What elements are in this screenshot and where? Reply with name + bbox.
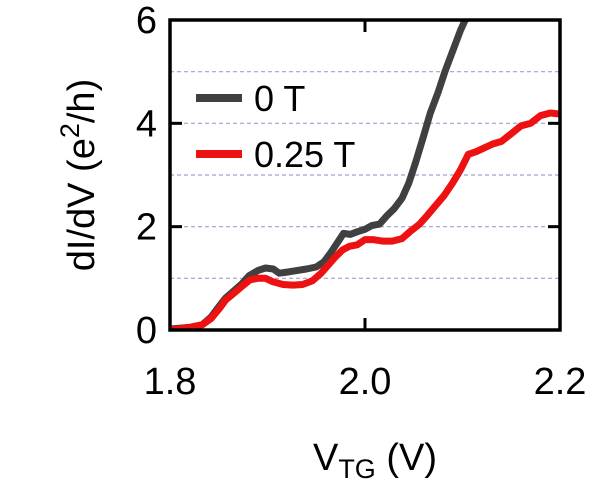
x-tick-label: 2.2: [534, 361, 587, 403]
tick-labels: 1.8 2.0 2.2 0 2 4 6: [136, 0, 587, 403]
y-axis-title: dI/dV (e2/h): [55, 79, 103, 271]
x-tick-label: 2.0: [339, 361, 392, 403]
grid: [170, 71, 560, 279]
legend: 0 T 0.25 T: [196, 78, 355, 175]
series-layer: [170, 20, 560, 330]
y-tick-label: 4: [136, 103, 157, 145]
legend-label-0: 0 T: [254, 78, 305, 119]
y-tick-label: 2: [136, 207, 157, 249]
y-tick-label: 6: [136, 0, 157, 42]
x-axis-title: VTG (V): [313, 437, 437, 484]
x-tick-label: 1.8: [144, 361, 197, 403]
series-line-1: [170, 109, 560, 330]
axis-ticks: [168, 18, 562, 332]
legend-label-1: 0.25 T: [254, 134, 355, 175]
y-tick-label: 0: [136, 310, 157, 352]
